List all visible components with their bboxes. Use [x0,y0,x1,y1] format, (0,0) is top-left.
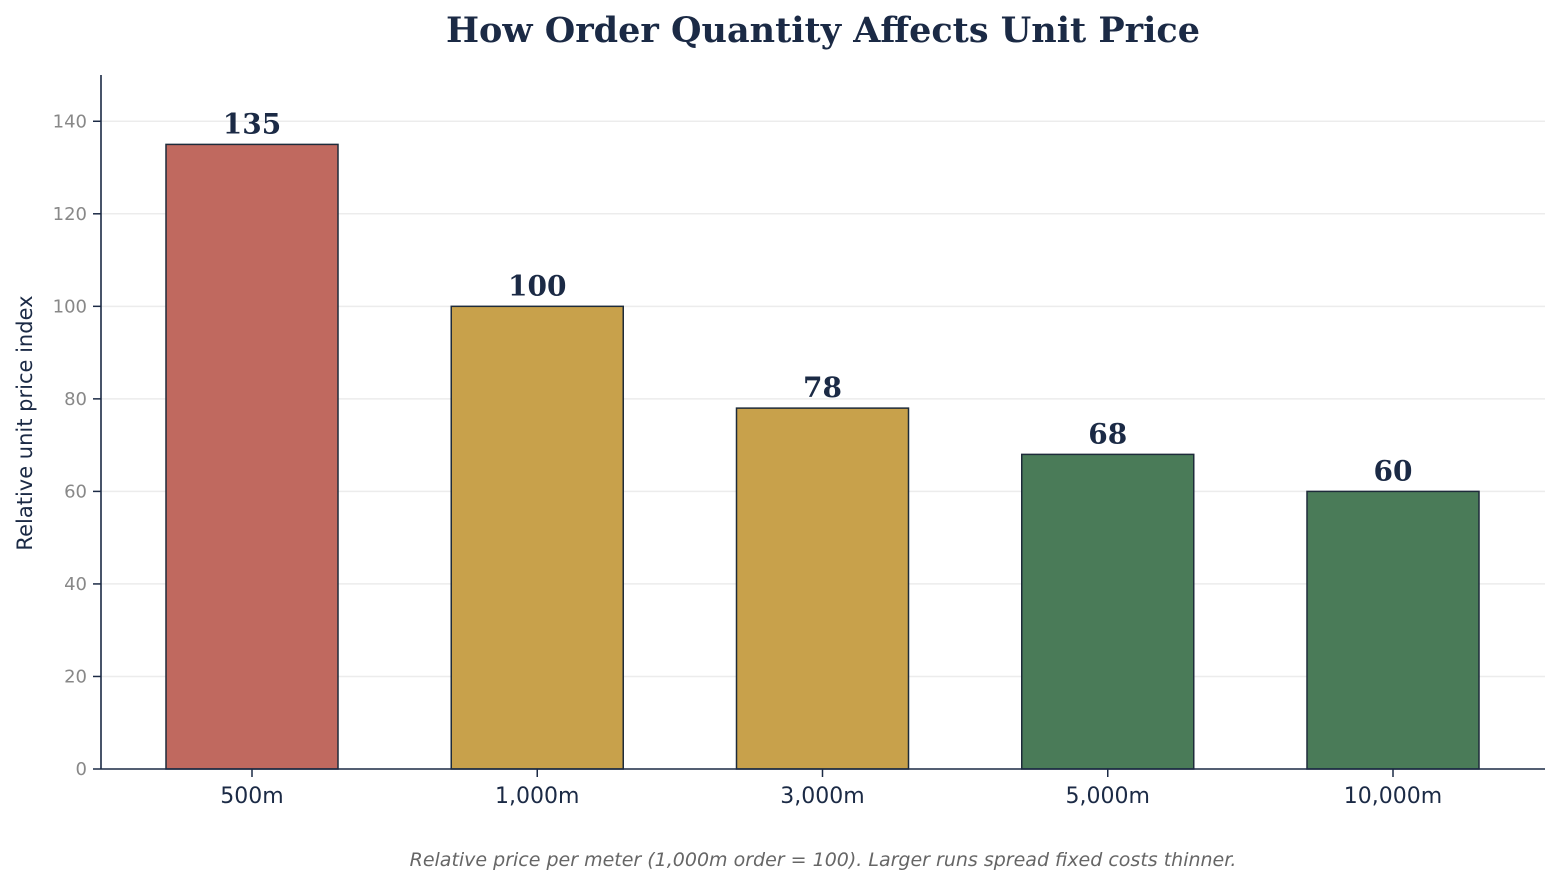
y-tick-label: 0 [76,759,87,780]
y-tick-label: 140 [53,111,87,132]
data-labels: 135 100 78 68 60 [223,107,1413,487]
y-tick-label: 40 [64,574,87,595]
x-tick-label: 1,000m [495,784,579,809]
y-tick-label: 60 [64,481,87,502]
data-label: 135 [223,107,281,140]
data-label: 100 [508,269,566,302]
y-axis-label: Relative unit price index [13,295,37,550]
y-tick-label: 120 [53,204,87,225]
bar [1021,453,1195,770]
x-tick-label: 10,000m [1344,784,1442,809]
bar [450,305,624,770]
y-tick-label: 100 [53,296,87,317]
bar [735,407,910,770]
y-ticks: 0 20 40 60 80 100 120 140 [53,111,101,780]
bars [165,143,1480,770]
chart-caption: Relative price per meter (1,000m order =… [410,849,1237,871]
x-tick-label: 3,000m [780,784,864,809]
bar [165,143,339,770]
y-tick-label: 20 [64,666,87,687]
y-tick-label: 80 [64,389,87,410]
data-label: 60 [1374,454,1413,487]
x-tick-label: 500m [220,784,283,809]
x-tick-label: 5,000m [1066,784,1150,809]
chart-title: How Order Quantity Affects Unit Price [446,10,1200,51]
bar [1306,490,1480,770]
x-ticks: 500m 1,000m 3,000m 5,000m 10,000m [220,769,1442,809]
data-label: 68 [1088,417,1127,450]
data-label: 78 [803,371,842,404]
